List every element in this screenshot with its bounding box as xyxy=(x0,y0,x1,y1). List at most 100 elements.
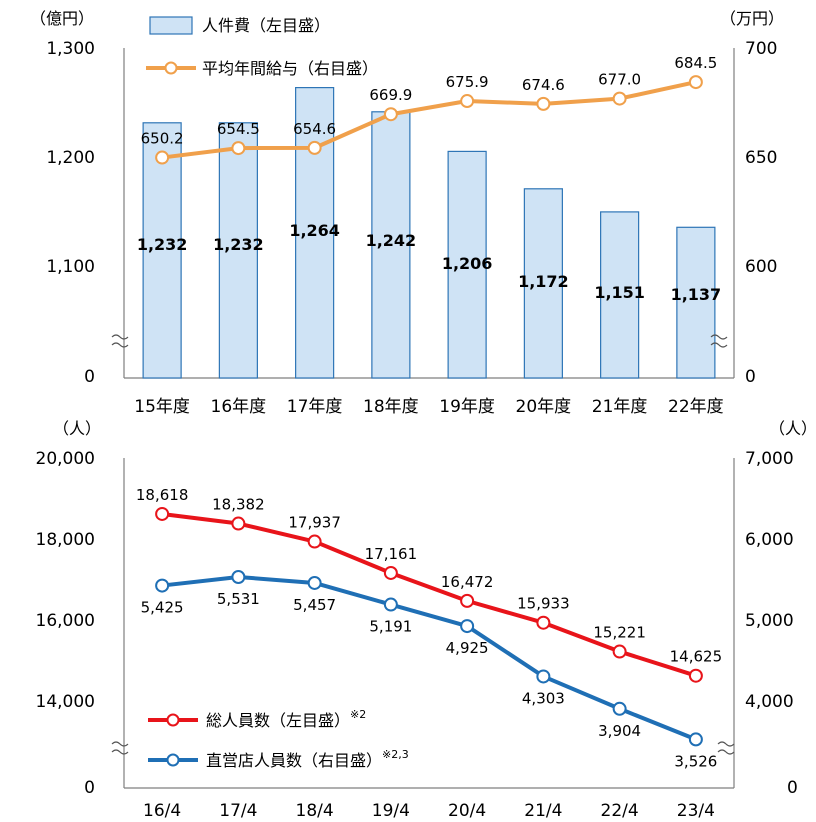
bottom-right-unit: （人） xyxy=(769,419,816,438)
bar-value-label: 1,232 xyxy=(213,235,264,254)
total-staff-value-label: 18,382 xyxy=(212,496,265,514)
salary-point xyxy=(231,141,246,156)
bar xyxy=(676,226,716,379)
category-label: 17/4 xyxy=(219,801,257,821)
direct-staff-value-label: 5,425 xyxy=(141,599,184,617)
bottom-right-tick: 7,000 xyxy=(745,449,794,469)
total-staff-point xyxy=(688,668,703,683)
salary-line xyxy=(161,80,697,160)
category-label: 23/4 xyxy=(677,801,715,821)
bottom-left-tick: 20,000 xyxy=(36,449,95,469)
total-staff-value-label: 18,618 xyxy=(136,486,189,504)
category-label: 15年度 xyxy=(134,397,190,417)
total-staff-point xyxy=(460,593,475,608)
salary-value-label: 654.5 xyxy=(217,120,260,138)
direct-staff-line xyxy=(161,574,697,742)
top-left-unit: （億円） xyxy=(30,9,94,28)
direct-staff-point xyxy=(460,619,475,634)
top-chart: （億円） （万円） 1,300 1,200 1,100 0 700 650 60… xyxy=(30,9,784,417)
bottom-left-tick: 14,000 xyxy=(36,692,95,712)
direct-staff-value-label: 5,191 xyxy=(369,618,412,636)
direct-staff-value-label: 4,925 xyxy=(446,639,489,657)
bar-value-label: 1,242 xyxy=(366,231,417,250)
category-label: 18年度 xyxy=(363,397,419,417)
salary-point xyxy=(536,96,551,111)
legend-line-marker xyxy=(164,61,178,75)
category-label: 22年度 xyxy=(668,397,724,417)
direct-staff-point xyxy=(231,569,246,584)
salary-point xyxy=(307,140,322,155)
total-staff-value-label: 15,221 xyxy=(593,624,646,642)
direct-staff-point xyxy=(688,732,703,747)
category-label: 16年度 xyxy=(211,397,267,417)
top-right-unit: （万円） xyxy=(720,9,784,28)
bar xyxy=(600,211,640,379)
top-right-tick: 600 xyxy=(745,257,777,277)
salary-value-label: 684.5 xyxy=(674,54,717,72)
total-staff-value-label: 17,937 xyxy=(288,514,341,532)
salary-point xyxy=(155,150,170,165)
salary-value-label: 654.6 xyxy=(293,120,336,138)
total-staff-value-label: 15,933 xyxy=(517,595,570,613)
legend-direct-label: 直営店人員数（右目盛）※2,3 xyxy=(206,748,409,770)
bottom-right-tick: 0 xyxy=(787,778,798,798)
category-label: 19/4 xyxy=(372,801,410,821)
salary-point xyxy=(460,94,475,109)
top-right-tick: 0 xyxy=(745,367,756,387)
legend-direct-marker xyxy=(166,753,180,767)
bottom-line-series: 18,618 18,382 17,937 17,161 16,472 15,933 15,2… xyxy=(136,486,722,770)
top-category-labels: 15年度 16年度 17年度 18年度 19年度 20年度 21年度 22年度 xyxy=(134,397,723,417)
legend-bar-label: 人件費（左目盛） xyxy=(202,16,330,35)
legend-total-marker xyxy=(166,713,180,727)
axis-break-icon xyxy=(111,741,129,755)
total-staff-point xyxy=(231,516,246,531)
category-label: 16/4 xyxy=(143,801,181,821)
direct-staff-value-label: 5,457 xyxy=(293,596,336,614)
salary-point xyxy=(383,107,398,122)
bar-value-label: 1,206 xyxy=(442,254,493,273)
bar xyxy=(447,150,487,379)
total-staff-point xyxy=(307,534,322,549)
bar-value-label: 1,264 xyxy=(289,221,340,240)
legend-total-label: 総人員数（左目盛）※2 xyxy=(206,708,366,730)
bottom-right-tick: 6,000 xyxy=(745,530,794,550)
axis-break-icon xyxy=(111,334,129,348)
bar-value-label: 1,232 xyxy=(137,235,188,254)
bottom-left-unit: （人） xyxy=(53,419,101,438)
bar-value-label: 1,172 xyxy=(518,272,569,291)
bottom-left-tick: 0 xyxy=(84,778,95,798)
direct-staff-value-label: 3,904 xyxy=(598,722,641,740)
bar xyxy=(142,122,182,379)
salary-value-label: 650.2 xyxy=(141,130,184,148)
top-right-tick: 700 xyxy=(745,39,777,59)
category-label: 18/4 xyxy=(296,801,334,821)
bar xyxy=(371,111,411,379)
category-label: 21/4 xyxy=(524,801,562,821)
top-bars: 1,232 1,232 1,264 1,242 1,206 1,172 1,151 1,137 xyxy=(137,86,721,379)
salary-value-label: 674.6 xyxy=(522,76,565,94)
direct-staff-value-label: 4,303 xyxy=(522,689,565,707)
salary-point xyxy=(688,75,703,90)
salary-value-label: 675.9 xyxy=(446,73,489,91)
total-staff-point xyxy=(612,644,627,659)
bar xyxy=(218,122,258,379)
total-staff-line xyxy=(161,511,697,678)
bar xyxy=(523,188,563,379)
total-staff-point xyxy=(383,565,398,580)
salary-value-label: 669.9 xyxy=(369,86,412,104)
direct-staff-point xyxy=(383,597,398,612)
bottom-right-tick: 5,000 xyxy=(745,611,794,631)
bottom-category-labels: 16/4 17/4 18/4 19/4 20/4 21/4 22/4 23/4 xyxy=(143,801,715,821)
legend-line-label: 平均年間給与（右目盛） xyxy=(202,59,378,78)
category-label: 21年度 xyxy=(592,397,648,417)
bottom-left-tick: 18,000 xyxy=(36,530,95,550)
top-left-tick: 1,300 xyxy=(46,39,95,59)
category-label: 17年度 xyxy=(287,397,343,417)
axis-break-icon xyxy=(710,334,728,348)
salary-value-label: 677.0 xyxy=(598,71,641,89)
category-label: 22/4 xyxy=(601,801,639,821)
direct-staff-value-label: 3,526 xyxy=(674,752,717,770)
category-label: 20/4 xyxy=(448,801,486,821)
bottom-chart: （人） （人） 20,000 18,000 16,000 14,000 0 7,… xyxy=(36,419,816,821)
